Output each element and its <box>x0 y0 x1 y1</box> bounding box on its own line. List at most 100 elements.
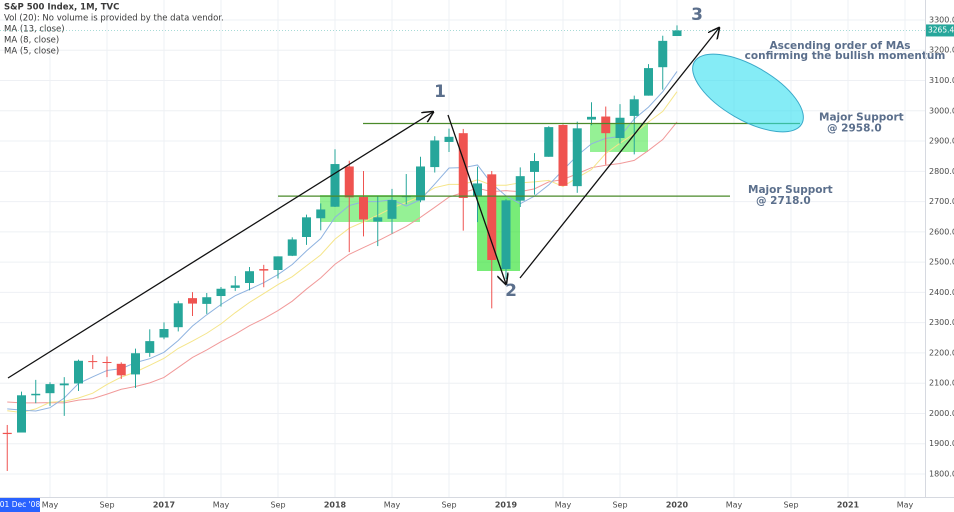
candle-body <box>629 99 639 116</box>
candle-body <box>259 269 269 271</box>
x-tick-label: May <box>384 501 401 510</box>
y-tick-label: 2300.0 <box>929 318 954 327</box>
wave-label: 2 <box>505 281 517 301</box>
support-label: Major Support <box>819 111 904 123</box>
candle-body <box>644 68 653 96</box>
candle-body <box>387 200 397 219</box>
candle-body <box>515 176 525 201</box>
support-label: @ 2718.0 <box>756 195 811 207</box>
candle-body <box>102 362 112 364</box>
legend-entry: MA (13, close) <box>4 25 65 35</box>
candle-body <box>202 297 212 304</box>
y-tick-label: 2400.0 <box>929 288 954 297</box>
x-tick-label: 2017 <box>153 501 175 510</box>
candle-body <box>359 197 368 220</box>
y-tick-label: 3100.0 <box>929 76 954 85</box>
y-tick-label: 2100.0 <box>929 379 954 388</box>
candle-body <box>344 166 354 198</box>
support-label: Major Support <box>748 184 833 196</box>
candle-body <box>330 164 340 207</box>
arrow <box>447 114 506 284</box>
candle-body <box>530 161 539 172</box>
candle-body <box>458 133 468 198</box>
wave-label: 1 <box>434 82 446 102</box>
candle-body <box>188 298 197 304</box>
y-tick-label: 2500.0 <box>929 258 954 267</box>
x-tick-label: 2021 <box>837 501 860 510</box>
candle-body <box>273 256 283 270</box>
y-tick-label: 3200.0 <box>929 46 954 55</box>
note: confirming the bullish momentum <box>745 50 946 62</box>
candle-body <box>658 40 668 68</box>
candles <box>2 25 682 471</box>
candle-body <box>216 288 226 297</box>
candle-body <box>159 329 169 338</box>
legend-entry: MA (8, close) <box>4 36 59 46</box>
ma-ellipse <box>692 53 804 133</box>
y-tick-label: 3300.0 <box>929 15 954 24</box>
x-tick-label: May <box>555 501 572 510</box>
candle-body <box>145 341 155 353</box>
candle-body <box>302 217 311 237</box>
candle-body <box>416 166 425 201</box>
candle-body <box>45 384 55 394</box>
y-tick-label: 1900.0 <box>929 439 954 448</box>
candle-body <box>31 393 41 396</box>
candle-body <box>587 116 596 120</box>
x-tick-label: May <box>726 501 743 510</box>
chart-title: S&P 500 Index, 1M, TVC <box>4 3 119 13</box>
candle-body <box>245 271 254 284</box>
candle-body <box>601 116 611 134</box>
candle-body <box>316 209 326 219</box>
candle-body <box>558 125 568 186</box>
highlight-box <box>477 196 520 271</box>
candle-body <box>430 140 440 168</box>
y-tick-label: 2800.0 <box>929 167 954 176</box>
legend-entry: MA (5, close) <box>4 47 59 57</box>
candle-body <box>672 30 682 37</box>
axes: 1800.0 1900.0 2000.0 2100.0 2200.0 2300.0 2400… <box>0 15 954 510</box>
candle-body <box>173 303 183 328</box>
candle-body <box>544 127 554 157</box>
candle-body <box>287 239 297 256</box>
subtitle: Vol (20): No volume is provided by the d… <box>4 14 224 24</box>
y-tick-label: 2700.0 <box>929 197 954 206</box>
candle-body <box>572 128 582 187</box>
y-tick-label: 3000.0 <box>929 106 954 115</box>
wave-label: 3 <box>691 5 703 25</box>
candle-body <box>131 353 140 375</box>
y-tick-label: 1800.0 <box>929 469 954 478</box>
x-tick-label: 2019 <box>495 501 518 510</box>
candle-body <box>501 200 511 270</box>
arrow <box>519 28 719 279</box>
last-price-label: 3265.4 <box>928 25 954 34</box>
x-tick-label: May <box>897 501 914 510</box>
note: Ascending order of MAs <box>769 40 910 52</box>
x-tick-label: Sep <box>612 501 627 510</box>
candle-body <box>373 217 383 222</box>
x-tick-label: Sep <box>99 501 114 510</box>
x-tick-label: 2020 <box>666 501 689 510</box>
candle-body <box>473 183 482 197</box>
last-price-box <box>926 24 954 37</box>
candle-body <box>2 432 12 435</box>
candle-body <box>615 117 625 139</box>
y-tick-label: 2600.0 <box>929 227 954 236</box>
y-tick-label: 2200.0 <box>929 348 954 357</box>
candle-body <box>59 383 69 386</box>
candle-body <box>444 136 454 142</box>
x-tick-label: Sep <box>783 501 798 510</box>
candle-body <box>88 361 98 363</box>
legend: S&P 500 Index, 1M, TVC Vol (20): No volu… <box>4 3 224 57</box>
cursor-label: 01 Dec '08 <box>0 500 40 509</box>
x-tick-label: 2018 <box>324 501 347 510</box>
x-tick-label: May <box>42 501 59 510</box>
candle-body <box>17 395 26 433</box>
y-tick-label: 2000.0 <box>929 409 954 418</box>
support-label: @ 2958.0 <box>827 122 882 134</box>
wave-arrows: 1 2 3 <box>7 5 719 379</box>
highlight-boxes <box>320 124 648 271</box>
candle-body <box>116 363 126 376</box>
